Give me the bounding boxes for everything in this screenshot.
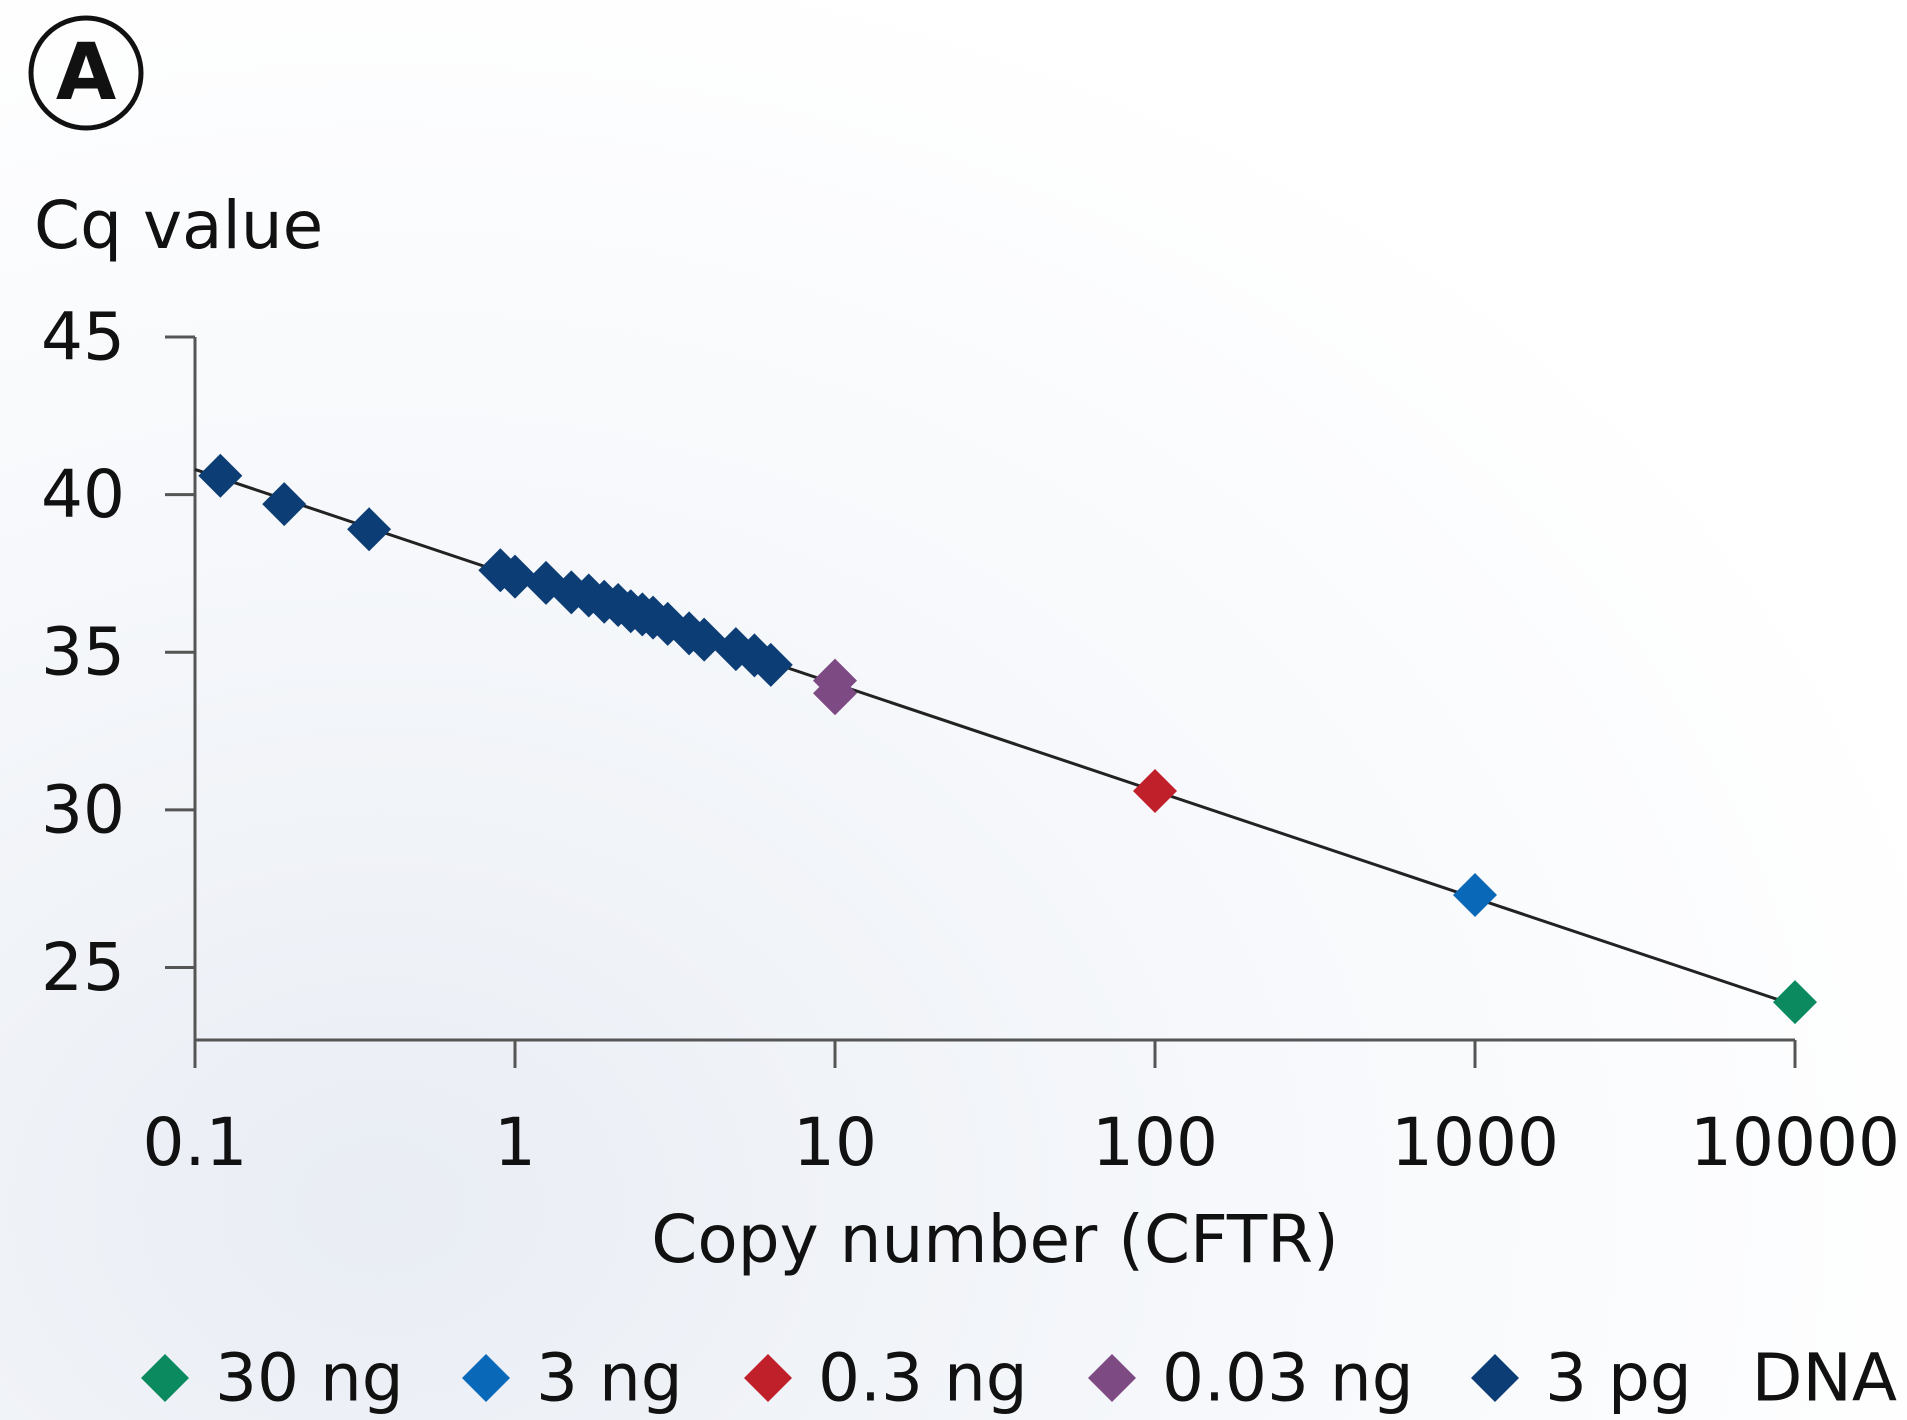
- x-tick-label: 10: [793, 1104, 877, 1181]
- x-tick-label: 100: [1092, 1104, 1218, 1181]
- legend: 30 ng 3 ng 0.3 ng 0.03 ng 3 pg DNA: [141, 1340, 1897, 1417]
- data-point: [813, 671, 857, 716]
- legend-swatch: [744, 1354, 792, 1402]
- legend-label: 3 ng: [536, 1340, 683, 1417]
- panel-badge-circle: [28, 15, 144, 131]
- data-point: [347, 507, 392, 552]
- legend-label: 0.03 ng: [1162, 1340, 1414, 1417]
- legend-label: 0.3 ng: [818, 1340, 1028, 1417]
- legend-label: 30 ng: [215, 1340, 404, 1417]
- x-tick-label: 1000: [1391, 1104, 1559, 1181]
- y-tick-label: 45: [41, 299, 125, 376]
- x-tick-label: 0.1: [143, 1104, 248, 1181]
- data-point: [1133, 768, 1177, 813]
- y-axis-title: Cq value: [34, 187, 323, 264]
- x-axis-title: Copy number (CFTR): [651, 1201, 1339, 1278]
- data-point: [1453, 872, 1497, 917]
- data-point: [262, 482, 307, 527]
- legend-swatch: [462, 1354, 510, 1402]
- y-tick-label: 30: [41, 771, 125, 848]
- data-point: [1773, 980, 1817, 1025]
- panel-badge: A: [28, 15, 144, 131]
- x-tick-label: 1: [494, 1104, 536, 1181]
- y-tick-label: 25: [41, 929, 125, 1006]
- x-tick-label: 10000: [1690, 1104, 1900, 1181]
- legend-label: 3 pg: [1545, 1340, 1692, 1417]
- panel-label: A: [56, 28, 116, 118]
- data-points: [198, 453, 1817, 1025]
- legend-swatch: [1088, 1354, 1136, 1402]
- trend-line: [194, 467, 1796, 1007]
- y-tick-label: 40: [41, 456, 125, 533]
- x-ticks: 0.1 1 10 100 1000 10000: [143, 1040, 1900, 1181]
- data-point: [493, 554, 537, 599]
- data-point: [682, 617, 727, 662]
- data-point: [198, 453, 243, 498]
- legend-suffix: DNA: [1752, 1340, 1897, 1417]
- data-point: [748, 642, 793, 687]
- y-ticks: 25 30 35 40 45: [41, 299, 195, 1006]
- legend-swatch: [141, 1354, 189, 1402]
- y-tick-label: 35: [41, 614, 125, 691]
- legend-swatch: [1471, 1354, 1519, 1402]
